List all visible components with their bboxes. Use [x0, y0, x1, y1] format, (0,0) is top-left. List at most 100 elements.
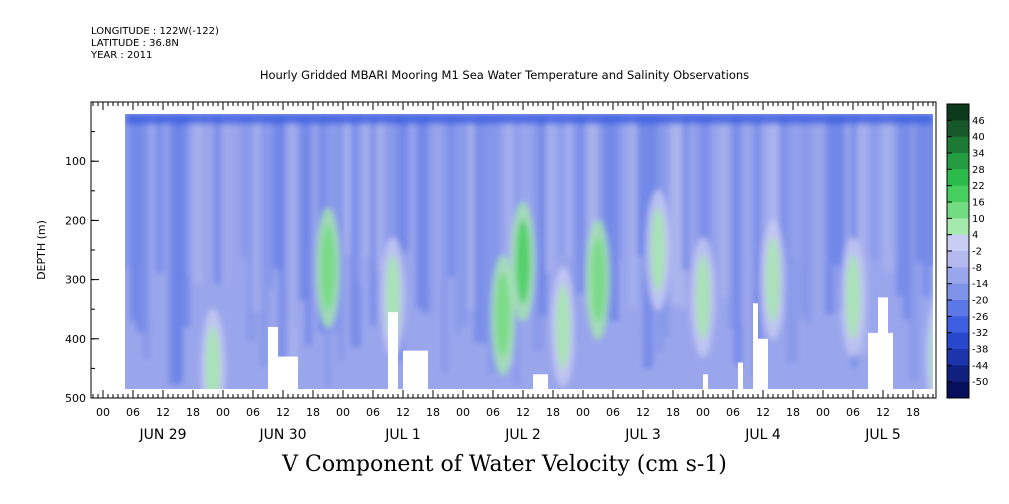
velocity-band: [779, 114, 786, 300]
colorbar-tick-label: 40: [972, 132, 985, 143]
colorbar-segment: [947, 316, 969, 334]
velocity-band: [571, 114, 579, 342]
velocity-band: [214, 114, 226, 285]
velocity-band: [331, 114, 343, 333]
velocity-band: [532, 114, 544, 351]
colorbar-tick-label: 22: [972, 181, 985, 192]
velocity-band: [721, 114, 731, 298]
axes: 100 200 300 400 500 00 06 12 18 00 06 12 18 00 06 12 18 0…: [65, 102, 934, 443]
colorbar: 46 40 34 28 22 16 10 4 -2 -8 -14 -20 -26 -32 -38 -44 -50: [946, 103, 988, 399]
variable-title: V Component of Water Velocity (cm s-1): [282, 452, 727, 477]
velocity-band: [675, 114, 687, 309]
colorbar-tick-label: -14: [972, 279, 988, 290]
data-gap: [533, 374, 548, 389]
velocity-band: [149, 114, 156, 321]
x-hour-label: 18: [906, 406, 920, 419]
colorbar-segment: [947, 381, 969, 399]
velocity-band: [311, 114, 320, 384]
colorbar-segment: [947, 234, 969, 252]
velocity-band: [916, 114, 925, 263]
x-hour-label: 00: [96, 406, 110, 419]
positive-plume: [556, 284, 570, 369]
x-hour-label: 06: [606, 406, 620, 419]
velocity-band: [922, 114, 930, 297]
velocity-band: [175, 114, 184, 383]
velocity-band: [357, 114, 369, 284]
velocity-band: [467, 114, 477, 310]
x-hour-label: 18: [306, 406, 320, 419]
velocity-band: [474, 114, 486, 343]
x-hour-label: 12: [876, 406, 890, 419]
velocity-band: [786, 114, 798, 364]
colorbar-tick-label: -26: [972, 312, 988, 323]
velocity-band: [246, 114, 257, 341]
velocity-band: [558, 114, 567, 255]
velocity-band: [441, 114, 448, 373]
x-hour-label: 18: [186, 406, 200, 419]
velocity-band: [487, 114, 499, 374]
x-hour-label: 06: [246, 406, 260, 419]
positive-plume: [846, 255, 860, 340]
heatmap-field: [125, 114, 933, 389]
x-day-label: JUL 3: [624, 427, 661, 443]
velocity-band: [838, 114, 846, 311]
positive-plume: [931, 327, 933, 386]
velocity-band: [396, 114, 404, 361]
velocity-band: [266, 114, 275, 288]
x-hour-label: 12: [276, 406, 290, 419]
velocity-band: [864, 114, 876, 255]
data-gap: [758, 338, 768, 389]
velocity-band: [740, 114, 750, 324]
velocity-band: [539, 114, 548, 316]
velocity-band: [818, 114, 828, 265]
velocity-band: [805, 114, 813, 324]
velocity-band: [890, 114, 901, 254]
velocity-band: [753, 114, 762, 379]
y-tick-label: 200: [65, 214, 86, 227]
velocity-band: [305, 114, 314, 346]
x-day-label: JUL 2: [504, 427, 541, 443]
colorbar-segment: [947, 104, 969, 121]
velocity-band: [415, 114, 425, 309]
velocity-band: [734, 114, 743, 366]
velocity-band: [422, 114, 433, 314]
positive-plume: [696, 255, 710, 340]
colorbar-segment: [947, 120, 969, 138]
velocity-band: [435, 114, 445, 289]
velocity-band: [337, 114, 345, 361]
velocity-band: [344, 114, 352, 255]
x-hour-label: 00: [576, 406, 590, 419]
colorbar-tick-label: 28: [972, 165, 985, 176]
velocity-band: [506, 114, 517, 366]
velocity-band: [168, 114, 181, 385]
velocity-band: [792, 114, 802, 259]
velocity-band: [766, 114, 776, 264]
velocity-band: [220, 114, 230, 284]
velocity-band: [695, 114, 704, 296]
data-gap: [983, 362, 993, 389]
x-hour-label: 18: [546, 406, 560, 419]
velocity-band: [623, 114, 633, 328]
colorbar-segment: [947, 153, 969, 170]
velocity-band: [480, 114, 492, 345]
velocity-band: [812, 114, 820, 333]
velocity-band: [714, 114, 722, 349]
velocity-band: [259, 114, 269, 367]
positive-plume: [516, 219, 530, 304]
colorbar-segment: [947, 283, 969, 301]
velocity-band: [500, 114, 512, 327]
x-hour-label: 00: [816, 406, 830, 419]
velocity-band: [227, 114, 236, 356]
colorbar-tick-label: -50: [972, 377, 988, 388]
colorbar-tick-label: 4: [972, 230, 978, 241]
x-hour-label: 18: [786, 406, 800, 419]
positive-plume: [591, 237, 605, 322]
velocity-band: [857, 114, 869, 355]
colorbar-tick-label: -44: [972, 361, 988, 372]
x-hour-label: 00: [696, 406, 710, 419]
velocity-band: [773, 114, 782, 286]
velocity-band: [233, 114, 241, 283]
colorbar-tick-label: -38: [972, 345, 988, 356]
velocity-band: [688, 114, 699, 385]
